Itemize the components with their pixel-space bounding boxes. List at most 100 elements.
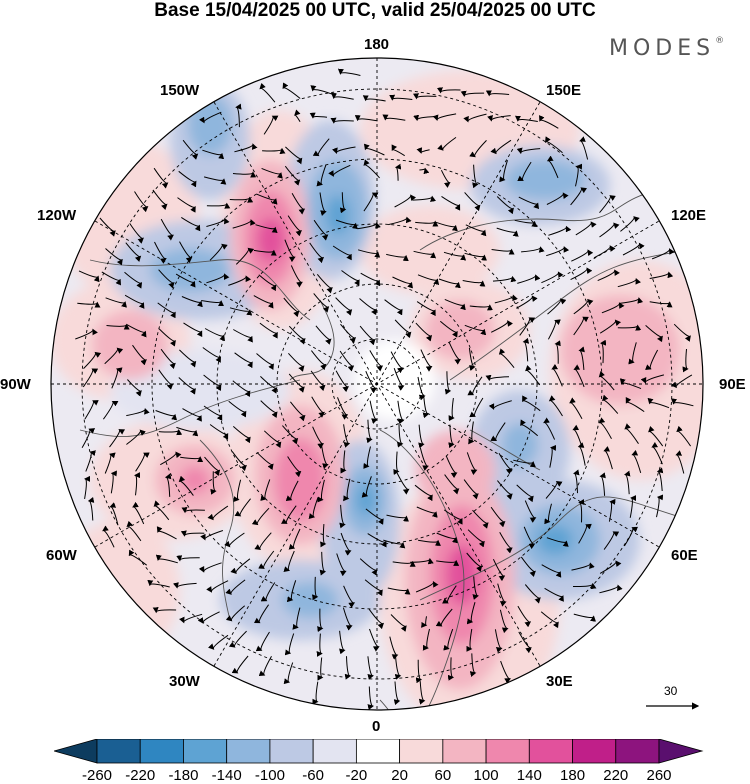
- wind-arrow: [359, 558, 378, 576]
- wind-arrow: [202, 149, 225, 160]
- wind-arrow: [87, 496, 95, 521]
- wind-arrow: [384, 299, 403, 316]
- wind-arrow: [310, 85, 333, 95]
- wind-arrow: [85, 450, 96, 472]
- wind-arrow: [340, 450, 347, 474]
- wind-arrow: [363, 446, 371, 469]
- wind-arrow: [337, 397, 349, 420]
- wind-arrow: [153, 500, 170, 521]
- wind-arrow: [541, 564, 562, 578]
- wind-arrow: [441, 195, 461, 211]
- wind-arrow: [463, 113, 487, 123]
- wind-arrow: [343, 585, 356, 608]
- wind-arrow: [319, 551, 327, 576]
- wind-arrow: [390, 351, 404, 374]
- wind-arrow: [134, 472, 141, 496]
- wind-arrow: [309, 112, 328, 119]
- wind-arrow: [577, 442, 586, 466]
- wind-arrow: [516, 484, 534, 503]
- wind-arrow: [521, 246, 545, 253]
- wind-arrow: [469, 653, 477, 677]
- wind-arrow: [231, 451, 247, 472]
- wind-arrow: [363, 192, 379, 212]
- wind-arrow: [569, 397, 583, 420]
- wind-arrow: [339, 504, 346, 529]
- wind-arrow: [645, 325, 663, 343]
- wind-arrow: [468, 421, 475, 445]
- wind-arrow: [164, 473, 172, 497]
- wind-arrow: [498, 348, 515, 369]
- wind-arrow: [469, 140, 487, 158]
- wind-arrow: [488, 400, 512, 410]
- wind-arrow: [485, 90, 510, 97]
- colorbar-tick-label: 20: [391, 767, 408, 784]
- wind-arrow: [284, 239, 296, 263]
- colorbar-bin: [355, 739, 401, 764]
- colorbar-bin: [658, 739, 704, 764]
- wind-arrow: [421, 616, 428, 628]
- wind-arrow: [288, 528, 301, 550]
- wind-arrow: [682, 348, 689, 373]
- wind-arrow: [262, 147, 286, 155]
- wind-arrow: [331, 92, 354, 100]
- wind-arrow: [514, 115, 538, 122]
- wind-arrow: [544, 136, 563, 154]
- wind-arrow: [313, 293, 330, 313]
- wind-arrow: [619, 297, 644, 304]
- wind-arrow: [671, 398, 694, 407]
- wind-arrow: [315, 325, 332, 345]
- wind-arrow: [599, 319, 622, 334]
- wind-arrow: [335, 219, 358, 230]
- wind-arrow: [444, 371, 452, 395]
- wind-arrow: [232, 171, 257, 178]
- wind-arrow: [225, 605, 246, 622]
- wind-arrow: [344, 656, 352, 680]
- colorbar-bin: [572, 739, 617, 764]
- wind-arrow: [180, 456, 204, 463]
- wind-arrow: [676, 425, 692, 447]
- wind-arrow: [124, 294, 145, 309]
- wind-arrow: [292, 607, 301, 630]
- wind-arrow: [126, 324, 147, 338]
- wind-arrow: [444, 298, 466, 311]
- wind-arrow: [316, 273, 333, 294]
- wind-arrow: [229, 196, 254, 203]
- colorbar-bin: [312, 739, 357, 764]
- wind-arrow: [518, 196, 539, 210]
- wind-arrow: [210, 471, 217, 495]
- wind-arrow: [472, 164, 479, 189]
- wind-arrow: [513, 459, 536, 468]
- wind-arrow: [359, 325, 376, 346]
- wind-arrow: [157, 302, 176, 319]
- wind-arrow: [546, 246, 570, 257]
- wind-arrow: [361, 476, 372, 498]
- wind-arrow: [181, 216, 201, 232]
- wind-arrow: [230, 558, 251, 574]
- wind-arrow: [340, 532, 352, 556]
- wind-arrow: [284, 633, 295, 656]
- wind-arrow: [260, 479, 271, 501]
- wind-arrow: [648, 426, 664, 447]
- wind-arrow: [202, 347, 221, 363]
- wind-arrow: [204, 328, 225, 342]
- wind-arrow: [498, 452, 513, 475]
- wind-arrow: [394, 319, 412, 339]
- colorbar-bin: [226, 739, 271, 764]
- wind-arrow: [573, 298, 594, 315]
- colorbar-tick-label: -20: [345, 767, 368, 784]
- lon-label-0: 0: [372, 718, 381, 735]
- wind-arrow: [206, 202, 231, 209]
- wind-arrow: [492, 558, 506, 582]
- colorbar-bin: [96, 739, 141, 764]
- wind-arrow: [579, 136, 589, 160]
- map-title: Base 15/04/2025 00 UTC, valid 25/04/2025…: [154, 0, 596, 21]
- wind-arrow: [81, 428, 96, 449]
- wind-arrow: [259, 82, 276, 103]
- wind-arrow: [603, 446, 613, 470]
- wind-arrow: [256, 353, 274, 371]
- wind-arrow: [158, 328, 176, 347]
- wind-arrow: [517, 161, 532, 181]
- wind-arrow: [388, 216, 412, 226]
- wind-arrow: [330, 117, 354, 124]
